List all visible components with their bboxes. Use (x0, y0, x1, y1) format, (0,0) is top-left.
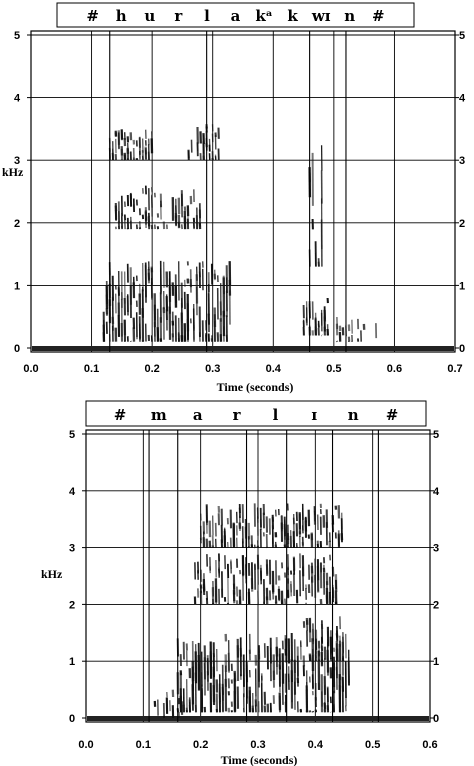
segment-label: l (273, 406, 279, 424)
segment-label: r (174, 7, 183, 25)
y-ticks-top: 0 0 1 1 2 2 3 3 4 4 5 5 (14, 30, 466, 355)
segment-label: h (116, 7, 127, 25)
segment-boundaries-bottom (148, 430, 379, 722)
segment-labels-bottom: # m a r l ɪ n # (114, 406, 399, 424)
x-ticks-top: 0.0 0.1 0.2 0.3 0.4 0.5 0.6 0.7 (23, 363, 462, 375)
y-tick-label: 5 (14, 30, 20, 42)
segment-label: a (231, 7, 241, 25)
y-tick-label: 5 (433, 429, 439, 441)
baseline-noise (32, 346, 454, 351)
segment-label: # (114, 406, 127, 424)
y-axis-label-bottom: kHz (41, 567, 63, 581)
x-tick-label: 0.7 (447, 363, 462, 375)
segment-label: n (344, 7, 355, 25)
segment-label: # (372, 7, 385, 25)
spectrogram-energy-bottom (153, 503, 350, 719)
y-tick-label: 5 (69, 429, 75, 441)
panel-top: # h u r l a kᵃ k wɪ n # 0 01 12 23 34 45 5 0.0 0.1 0.2 0.3 0… (2, 2, 466, 394)
x-tick-label: 0.6 (387, 363, 402, 375)
y-tick-label: 3 (459, 155, 465, 167)
x-tick-label: 0.5 (326, 363, 341, 375)
y-tick-label: 0 (433, 713, 439, 725)
y-tick-label: 2 (69, 599, 75, 611)
segment-label: u (144, 7, 155, 25)
grid-top (31, 31, 455, 352)
y-tick-label: 4 (433, 486, 440, 498)
y-tick-label: 2 (14, 218, 20, 230)
x-tick-label: 0.1 (84, 363, 99, 375)
panel-bottom: # m a r l ɪ n # 0 0 1 1 2 2 3 3 4 4 5 5 0.0 0.1 0.2 0.3 0.4 0.5… (41, 400, 440, 766)
y-tick-label: 0 (69, 713, 75, 725)
y-tick-label: 4 (69, 486, 76, 498)
y-tick-label: 2 (433, 599, 439, 611)
y-tick-label: 5 (459, 30, 465, 42)
y-tick-label: 1 (69, 656, 75, 668)
x-tick-label: 0.4 (308, 739, 324, 751)
x-tick-label: 0.0 (23, 363, 38, 375)
x-axis-label-bottom: Time (seconds) (221, 753, 298, 766)
x-tick-label: 0.4 (266, 363, 282, 375)
x-tick-label: 0.5 (365, 739, 380, 751)
y-tick-label: 3 (433, 543, 439, 555)
segment-label: r (233, 406, 242, 424)
segment-label: n (348, 406, 359, 424)
y-tick-label: 1 (459, 280, 465, 292)
segment-label: l (204, 7, 210, 25)
x-tick-label: 0.3 (205, 363, 220, 375)
segment-label: kᵃ (255, 7, 272, 25)
y-tick-label: 1 (433, 656, 439, 668)
y-tick-label: 1 (14, 280, 20, 292)
segment-label: wɪ (311, 7, 331, 25)
baseline-noise (87, 716, 429, 721)
x-tick-label: 0.1 (136, 739, 151, 751)
y-tick-label: 0 (459, 343, 465, 355)
x-tick-label: 0.2 (144, 363, 159, 375)
segment-bar-top (56, 2, 415, 28)
segment-label: k (287, 7, 298, 25)
segment-label: m (151, 406, 167, 424)
x-tick-label: 0.3 (250, 739, 265, 751)
y-tick-label: 2 (459, 218, 465, 230)
x-tick-label: 0.6 (422, 739, 437, 751)
segment-label: # (86, 7, 99, 25)
y-tick-label: 0 (14, 343, 20, 355)
y-axis-label-top: kHz (2, 165, 24, 179)
segment-label: # (386, 406, 399, 424)
segment-boundaries-top (109, 31, 347, 352)
y-tick-label: 3 (14, 155, 20, 167)
spectrogram-energy-top (102, 124, 378, 343)
x-tick-label: 0.2 (193, 739, 208, 751)
plot-area-top (30, 30, 456, 353)
x-axis-label-top: Time (seconds) (217, 380, 294, 394)
y-tick-label: 4 (14, 93, 21, 105)
segment-labels-top: # h u r l a kᵃ k wɪ n # (86, 7, 384, 25)
x-tick-label: 0.0 (78, 739, 93, 751)
segment-bar-bottom (85, 400, 427, 427)
y-tick-label: 4 (459, 93, 466, 105)
y-ticks-bottom: 0 0 1 1 2 2 3 3 4 4 5 5 (69, 429, 440, 725)
segment-label: a (193, 406, 203, 424)
segment-label: ɪ (311, 406, 317, 424)
y-tick-label: 3 (69, 543, 75, 555)
x-ticks-bottom: 0.0 0.1 0.2 0.3 0.4 0.5 0.6 (78, 739, 437, 751)
